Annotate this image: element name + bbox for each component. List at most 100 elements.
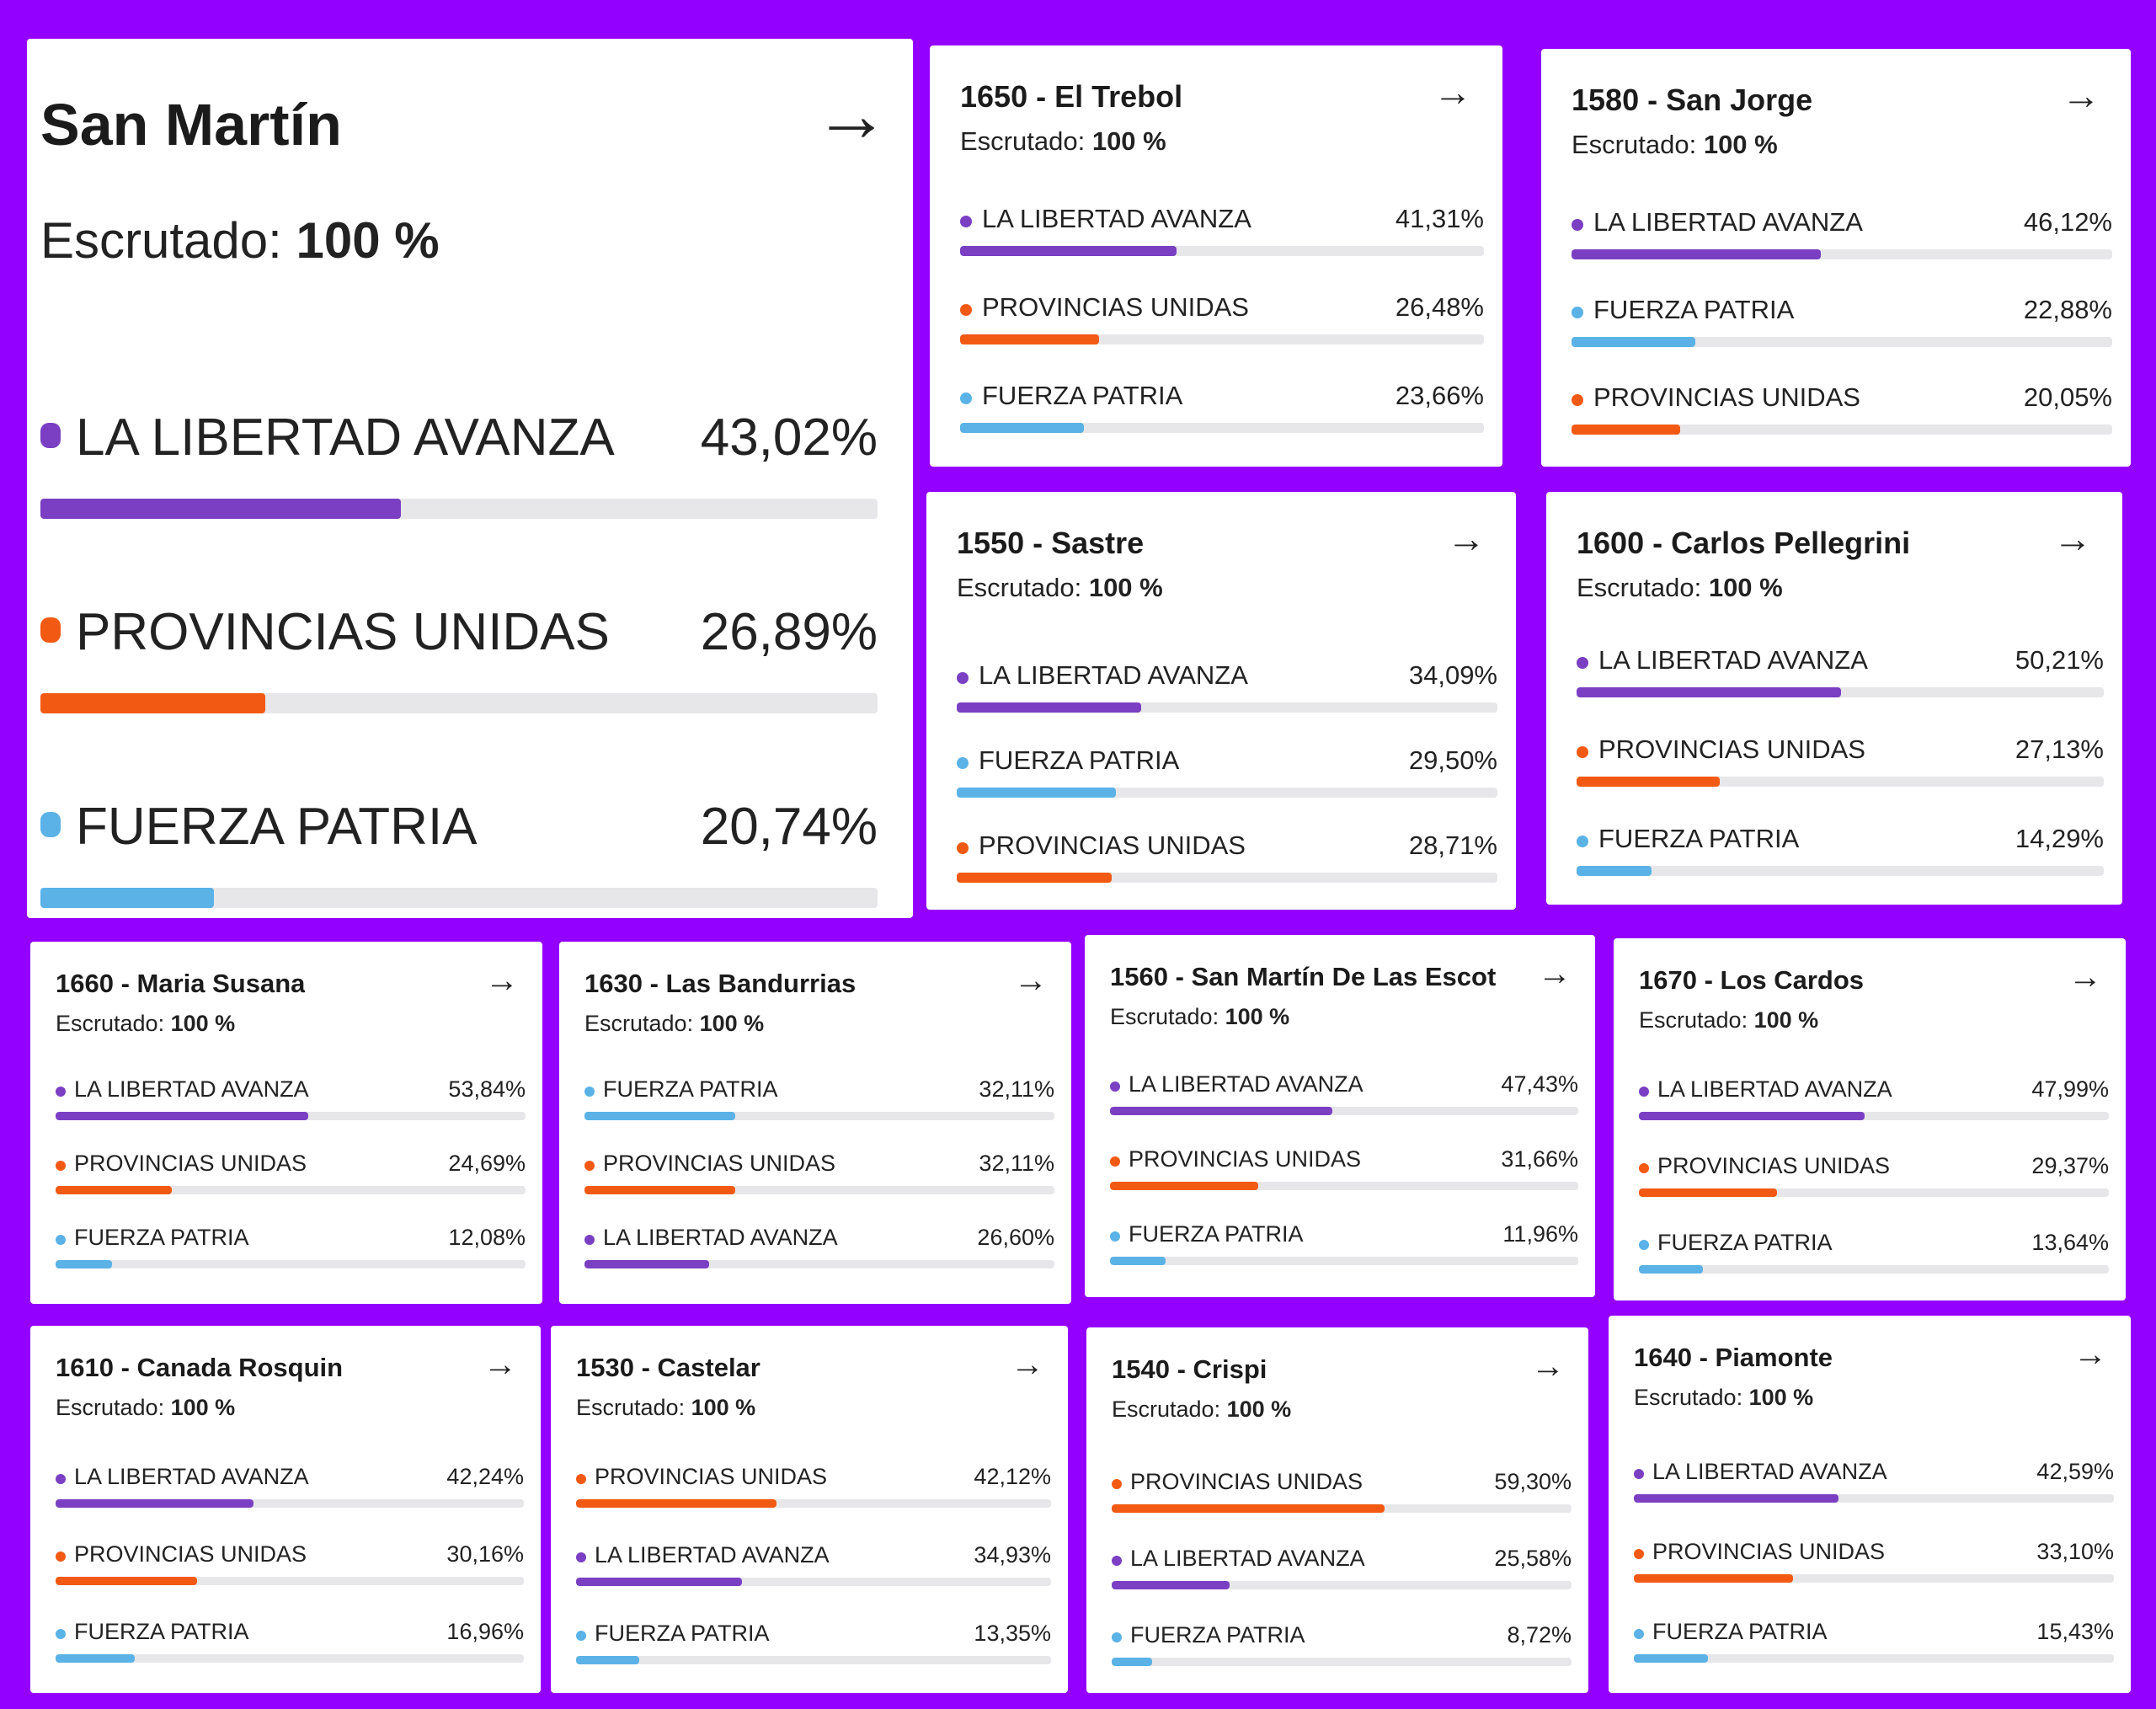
result-row: PROVINCIAS UNIDAS 26,48% — [960, 291, 1484, 350]
party-name: LA LIBERTAD AVANZA — [1652, 1459, 1887, 1484]
party-dot-icon — [1112, 1479, 1122, 1489]
result-row: LA LIBERTAD AVANZA 42,24% — [56, 1462, 524, 1513]
scrutiny-label: Escrutado: — [960, 126, 1086, 156]
progress-track — [1112, 1504, 1572, 1513]
arrow-right-icon[interactable]: → — [1014, 962, 1048, 999]
arrow-right-icon[interactable]: → — [1447, 516, 1486, 560]
progress-fill — [40, 888, 215, 908]
result-row: LA LIBERTAD AVANZA 26,60% — [584, 1223, 1054, 1274]
card-crispi[interactable]: 1540 - Crispi → Escrutado: 100 % PROVINC… — [1086, 1327, 1588, 1693]
party-percent: 22,88% — [2023, 295, 2112, 324]
progress-fill — [957, 873, 1113, 883]
party-percent: 26,48% — [1395, 292, 1484, 322]
progress-track — [1639, 1112, 2109, 1120]
card-title: 1550 - Sastre — [957, 526, 1145, 560]
progress-track — [1110, 1107, 1578, 1115]
party-dot-icon — [1639, 1087, 1649, 1097]
party-dot-icon — [584, 1087, 595, 1097]
result-row: FUERZA PATRIA 13,64% — [1639, 1228, 2109, 1279]
party-percent: 20,05% — [2023, 382, 2112, 412]
progress-track — [1112, 1581, 1572, 1589]
result-row: FUERZA PATRIA 12,08% — [56, 1223, 526, 1274]
card-title: 1640 - Piamonte — [1634, 1343, 1833, 1372]
progress-track — [1572, 425, 2112, 435]
party-name: PROVINCIAS UNIDAS — [1130, 1469, 1364, 1494]
party-name: PROVINCIAS UNIDAS — [74, 1541, 307, 1567]
progress-fill — [56, 1186, 172, 1194]
party-name: FUERZA PATRIA — [74, 1225, 249, 1250]
party-percent: 42,59% — [2036, 1459, 2114, 1484]
party-name: PROVINCIAS UNIDAS — [595, 1464, 828, 1489]
arrow-right-icon[interactable]: → — [1538, 955, 1572, 992]
party-name: PROVINCIAS UNIDAS — [1657, 1153, 1891, 1178]
arrow-right-icon[interactable]: → — [2053, 516, 2092, 560]
party-name: PROVINCIAS UNIDAS — [74, 1151, 307, 1176]
party-dot-icon — [957, 672, 969, 684]
result-row: LA LIBERTAD AVANZA 34,09% — [957, 659, 1497, 718]
progress-fill — [1577, 687, 1842, 697]
progress-track — [56, 1499, 524, 1508]
progress-fill — [1634, 1574, 1793, 1583]
card-piamonte[interactable]: 1640 - Piamonte → Escrutado: 100 % LA LI… — [1609, 1316, 2131, 1693]
card-title: 1650 - El Trebol — [960, 79, 1183, 114]
card-maria-susana[interactable]: 1660 - Maria Susana → Escrutado: 100 % L… — [30, 942, 542, 1304]
result-row: FUERZA PATRIA 8,72% — [1112, 1621, 1572, 1671]
card-sastre[interactable]: 1550 - Sastre → Escrutado: 100 % LA LIBE… — [926, 492, 1516, 910]
party-dot-icon — [1577, 836, 1588, 847]
card-las-bandurrias[interactable]: 1630 - Las Bandurrias → Escrutado: 100 %… — [559, 942, 1071, 1304]
result-row: LA LIBERTAD AVANZA 42,59% — [1634, 1457, 2114, 1508]
party-percent: 15,43% — [2036, 1619, 2114, 1644]
card-san-jorge[interactable]: 1580 - San Jorge → Escrutado: 100 % LA L… — [1541, 49, 2131, 467]
arrow-right-icon[interactable]: → — [2073, 1336, 2107, 1373]
scrutiny-line: Escrutado: 100 % — [56, 1011, 235, 1037]
party-name: LA LIBERTAD AVANZA — [76, 409, 615, 467]
scrutiny-line: Escrutado: 100 % — [56, 1395, 235, 1421]
card-san-martin[interactable]: San Martín → Escrutado: 100 % LA LIBERTA… — [27, 39, 913, 918]
scrutiny-value: 100 % — [1703, 130, 1778, 159]
scrutiny-label: Escrutado: — [576, 1395, 686, 1420]
arrow-right-icon[interactable]: → — [483, 1346, 517, 1383]
party-percent: 31,66% — [1501, 1146, 1578, 1172]
scrutiny-value: 100 % — [691, 1395, 756, 1420]
result-row: PROVINCIAS UNIDAS 42,12% — [576, 1462, 1051, 1513]
progress-track — [1112, 1658, 1572, 1666]
party-dot-icon — [1110, 1156, 1120, 1167]
card-carlos-pellegrini[interactable]: 1600 - Carlos Pellegrini → Escrutado: 10… — [1546, 492, 2122, 905]
progress-track — [56, 1186, 526, 1194]
card-los-cardos[interactable]: 1670 - Los Cardos → Escrutado: 100 % LA … — [1614, 938, 2126, 1300]
card-title: 1560 - San Martín De Las Escot — [1110, 962, 1497, 991]
card-canada-rosquin[interactable]: 1610 - Canada Rosquin → Escrutado: 100 %… — [30, 1326, 541, 1693]
result-row: LA LIBERTAD AVANZA 47,99% — [1639, 1075, 2109, 1125]
arrow-right-icon[interactable]: → — [2062, 73, 2100, 117]
party-dot-icon — [1639, 1163, 1649, 1173]
card-castelar[interactable]: 1530 - Castelar → Escrutado: 100 % PROVI… — [551, 1326, 1068, 1693]
arrow-right-icon[interactable]: → — [1531, 1348, 1565, 1385]
progress-fill — [1577, 777, 1720, 787]
progress-fill — [1577, 866, 1652, 876]
result-row: LA LIBERTAD AVANZA 41,31% — [960, 202, 1484, 261]
party-name: PROVINCIAS UNIDAS — [1652, 1539, 1886, 1564]
party-percent: 47,99% — [2031, 1076, 2109, 1102]
progress-fill — [576, 1578, 742, 1586]
scrutiny-line: Escrutado: 100 % — [960, 126, 1166, 157]
arrow-right-icon[interactable]: → — [485, 962, 519, 999]
progress-track — [1572, 337, 2112, 347]
arrow-right-icon[interactable]: → — [814, 73, 889, 158]
card-el-trebol[interactable]: 1650 - El Trebol → Escrutado: 100 % LA L… — [930, 45, 1502, 467]
progress-track — [960, 334, 1484, 344]
arrow-right-icon[interactable]: → — [1011, 1346, 1044, 1383]
party-percent: 14,29% — [2015, 824, 2104, 853]
progress-fill — [56, 1654, 136, 1663]
arrow-right-icon[interactable]: → — [1433, 70, 1472, 114]
progress-track — [1110, 1257, 1578, 1265]
arrow-right-icon[interactable]: → — [2068, 959, 2102, 996]
card-san-martin-de-las-escobas[interactable]: 1560 - San Martín De Las Escot → Escruta… — [1085, 935, 1595, 1297]
progress-track — [56, 1577, 524, 1585]
party-dot-icon — [1112, 1556, 1122, 1566]
progress-fill — [40, 693, 266, 713]
party-percent: 26,89% — [700, 603, 878, 661]
party-name: LA LIBERTAD AVANZA — [1598, 645, 1868, 675]
progress-fill — [960, 423, 1085, 433]
party-name: FUERZA PATRIA — [979, 745, 1180, 775]
card-title: 1580 - San Jorge — [1572, 83, 1813, 117]
